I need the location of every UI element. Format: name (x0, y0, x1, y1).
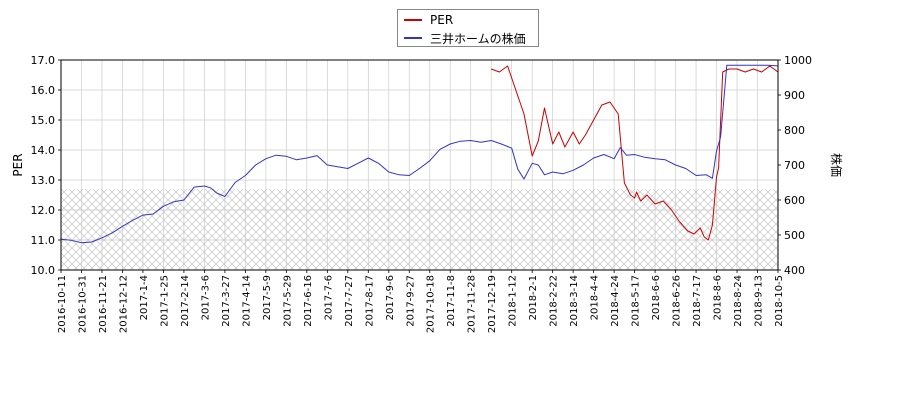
x-tick-label: 2017-1-25 (159, 275, 170, 327)
x-tick-label: 2017-11-28 (467, 275, 478, 333)
x-tick-label: 2018-4-24 (610, 275, 621, 327)
x-tick-label: 2018-7-17 (692, 275, 703, 327)
right-axis-ticks: 400 500 600 700 800 900 1000 (778, 54, 812, 277)
x-tick-label: 2018-2-1 (528, 275, 539, 320)
right-tick-label: 900 (784, 89, 805, 102)
right-tick-label: 400 (784, 264, 805, 277)
hatched-band-area (61, 189, 778, 270)
legend-item-price: 三井ホームの株価 (404, 30, 526, 46)
x-tick-label: 2018-4-4 (590, 275, 601, 320)
x-tick-label: 2017-6-16 (303, 275, 314, 327)
x-tick-label: 2017-4-14 (241, 275, 252, 327)
series-lines (60, 64, 779, 244)
x-tick-label: 2018-8-6 (713, 275, 724, 320)
right-tick-label: 600 (784, 194, 805, 207)
x-tick-label: 2016-10-11 (57, 275, 68, 333)
y-axis-label-right: 株価 (829, 153, 844, 177)
hatched-band (61, 189, 778, 270)
legend: PER 三井ホームの株価 (397, 9, 539, 47)
x-tick-label: 2018-6-26 (672, 275, 683, 327)
right-tick-label: 800 (784, 124, 805, 137)
x-tick-label: 2017-5-29 (282, 275, 293, 327)
legend-label-price: 三井ホームの株価 (430, 31, 526, 46)
right-tick-label: 700 (784, 159, 805, 172)
legend-item-per: PER (404, 12, 453, 28)
left-tick-label: 13.0 (31, 174, 56, 187)
x-tick-label: 2017-8-17 (364, 275, 375, 327)
x-tick-label: 2017-9-27 (405, 275, 416, 327)
right-tick-label: 500 (784, 229, 805, 242)
left-tick-label: 10.0 (31, 264, 56, 277)
x-tick-label: 2017-9-6 (385, 275, 396, 320)
x-tick-label: 2018-1-12 (508, 275, 519, 327)
x-tick-label: 2017-3-27 (221, 275, 232, 327)
y-axis-label-left: PER (11, 153, 25, 176)
x-tick-label: 2018-5-17 (631, 275, 642, 327)
x-tick-label: 2018-2-22 (549, 275, 560, 327)
left-tick-label: 12.0 (31, 204, 56, 217)
x-tick-label: 2016-10-31 (77, 275, 88, 333)
x-tick-label: 2018-8-24 (733, 275, 744, 327)
x-tick-label: 2017-10-18 (426, 275, 437, 333)
left-tick-label: 17.0 (31, 54, 56, 67)
x-tick-label: 2017-7-27 (344, 275, 355, 327)
legend-swatch-price (404, 37, 422, 39)
x-tick-label: 2017-12-19 (487, 275, 498, 333)
x-tick-label: 2016-11-21 (98, 275, 109, 333)
series-line-price (60, 64, 779, 244)
x-tick-label: 2018-6-6 (651, 275, 662, 320)
series-line-per (491, 65, 779, 241)
x-tick-label: 2017-11-8 (446, 275, 457, 327)
left-tick-label: 15.0 (31, 114, 56, 127)
x-tick-label: 2017-7-6 (323, 275, 334, 320)
x-tick-label: 2017-3-6 (200, 275, 211, 320)
legend-label-per: PER (430, 13, 454, 27)
right-tick-label: 1000 (784, 54, 812, 67)
left-axis-ticks: 10.0 11.0 12.0 13.0 14.0 15.0 16.0 17.0 (31, 54, 61, 277)
x-tick-label: 2018-3-14 (569, 275, 580, 327)
x-tick-label: 2017-1-4 (139, 275, 150, 320)
legend-swatch-per (404, 19, 422, 21)
x-tick-label: 2016-12-12 (118, 275, 129, 333)
left-tick-label: 16.0 (31, 84, 56, 97)
left-tick-label: 14.0 (31, 144, 56, 157)
x-tick-label: 2018-9-13 (754, 275, 765, 327)
x-tick-label: 2017-2-14 (180, 275, 191, 327)
x-axis-ticks: 2016-10-11 2016-10-31 2016-11-21 2016-12-12… (57, 270, 785, 333)
x-tick-label: 2017-5-9 (262, 275, 273, 320)
x-tick-label: 2018-10-5 (774, 275, 785, 327)
left-tick-label: 11.0 (31, 234, 56, 247)
